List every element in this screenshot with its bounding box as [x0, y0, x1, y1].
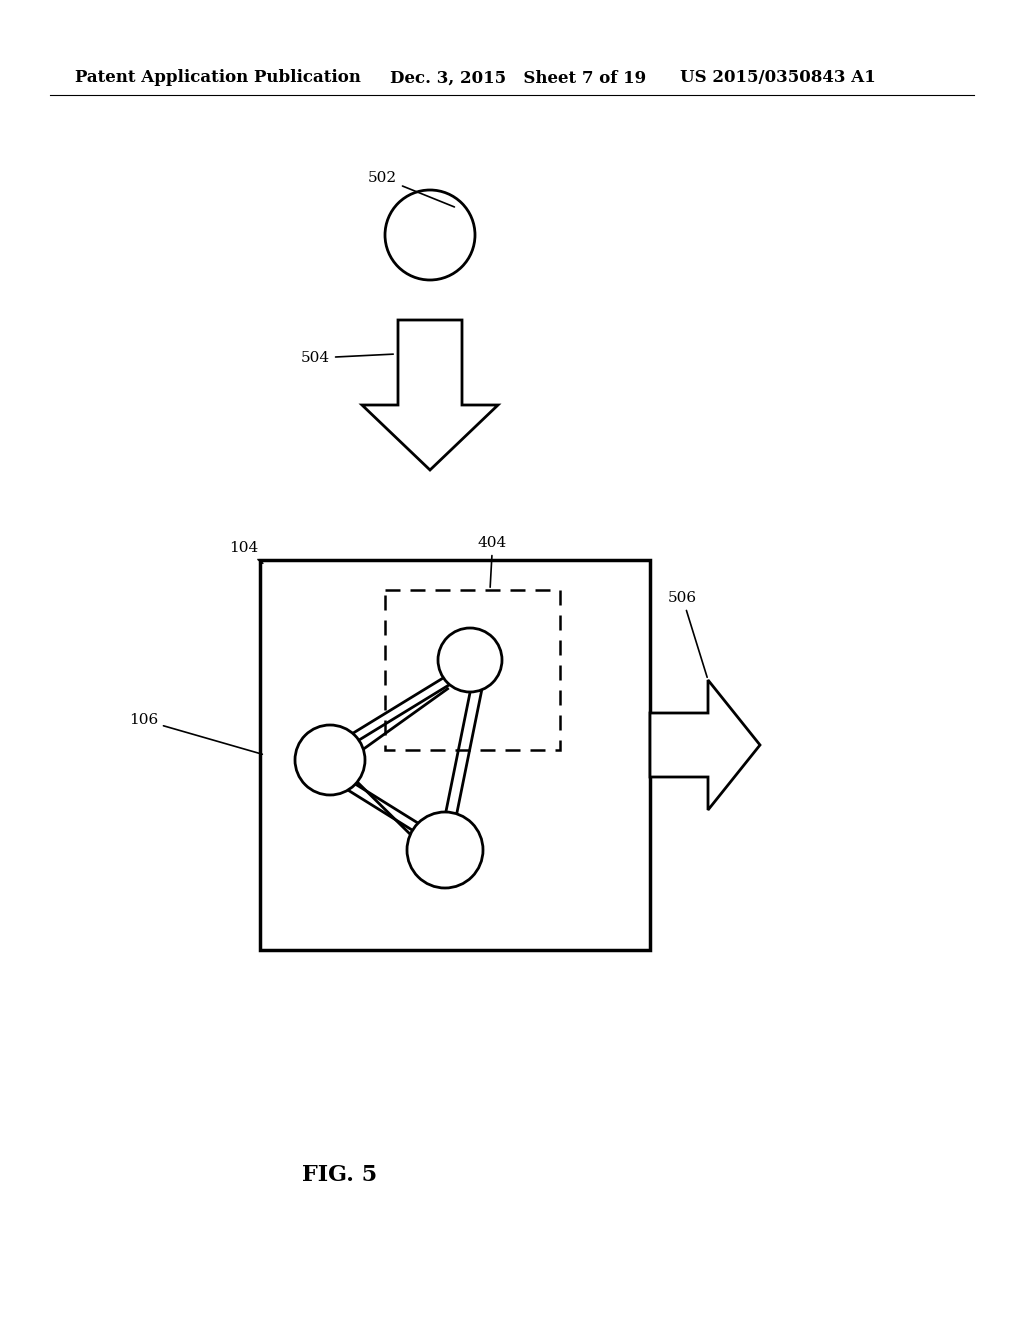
Bar [385, 590, 560, 750]
Text: Dec. 3, 2015   Sheet 7 of 19: Dec. 3, 2015 Sheet 7 of 19 [390, 70, 646, 87]
Circle shape [295, 725, 365, 795]
Text: 104: 104 [228, 541, 263, 564]
Bar [260, 560, 650, 950]
Text: US 2015/0350843 A1: US 2015/0350843 A1 [680, 70, 876, 87]
Text: Patent Application Publication: Patent Application Publication [75, 70, 360, 87]
Polygon shape [362, 319, 498, 470]
Polygon shape [650, 680, 760, 810]
Text: 106: 106 [129, 713, 262, 754]
Circle shape [407, 812, 483, 888]
Text: 504: 504 [301, 351, 393, 366]
Text: FIG. 5: FIG. 5 [302, 1164, 378, 1185]
Text: 506: 506 [668, 591, 708, 677]
Text: 404: 404 [478, 536, 507, 587]
Text: 502: 502 [368, 172, 455, 207]
Circle shape [438, 628, 502, 692]
